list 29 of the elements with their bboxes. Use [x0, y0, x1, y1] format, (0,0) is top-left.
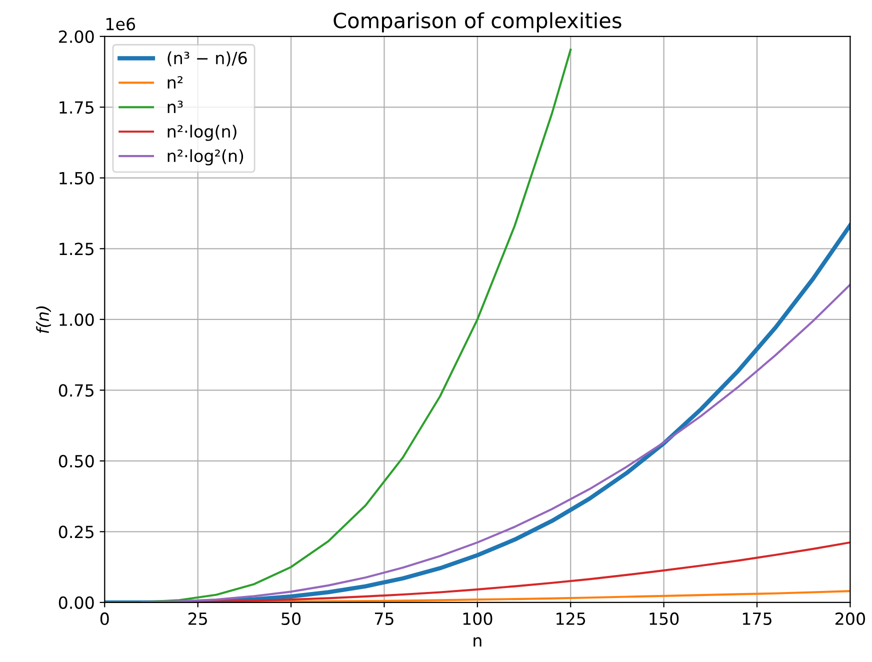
y-tick-label: 2.00 — [59, 30, 94, 43]
x-tick-label: 75 — [374, 612, 394, 626]
y-tick-label: 1.00 — [60, 313, 94, 326]
y-tick-label: 1.25 — [60, 242, 94, 256]
x-tick-label: 125 — [556, 612, 586, 626]
y-axis-title: f(n) — [36, 306, 51, 333]
y-tick-label: 1.50 — [60, 172, 94, 184]
y-tick-label: 1.75 — [60, 101, 94, 114]
y-tick-label: 0.50 — [58, 454, 94, 468]
x-tick-label: 50 — [282, 612, 301, 626]
y-tick-label: 0.75 — [58, 384, 94, 397]
legend-label: (n³ − n)/6 — [168, 51, 247, 66]
x-tick-label: 150 — [650, 612, 679, 626]
y-tick-label: 0.00 — [58, 596, 94, 609]
x-tick-label: 100 — [463, 612, 492, 626]
x-axis-title: n — [474, 637, 482, 646]
x-tick-label: 175 — [742, 612, 772, 626]
legend-label: n² — [168, 76, 183, 89]
legend-label: n³ — [168, 100, 183, 113]
line-series — [104, 48, 572, 602]
legend-label: n²·log(n) — [168, 124, 236, 141]
y-tick-label: 0.25 — [58, 526, 94, 538]
x-tick-label: 200 — [836, 612, 865, 626]
legend-label: n²·log²(n) — [168, 149, 244, 166]
line-series — [140, 284, 850, 602]
chart-title: Comparison of complexities — [334, 12, 622, 32]
text: 1e6 — [106, 18, 136, 30]
x-tick-label: 25 — [188, 612, 207, 626]
x-tick-label: 0 — [100, 612, 109, 626]
